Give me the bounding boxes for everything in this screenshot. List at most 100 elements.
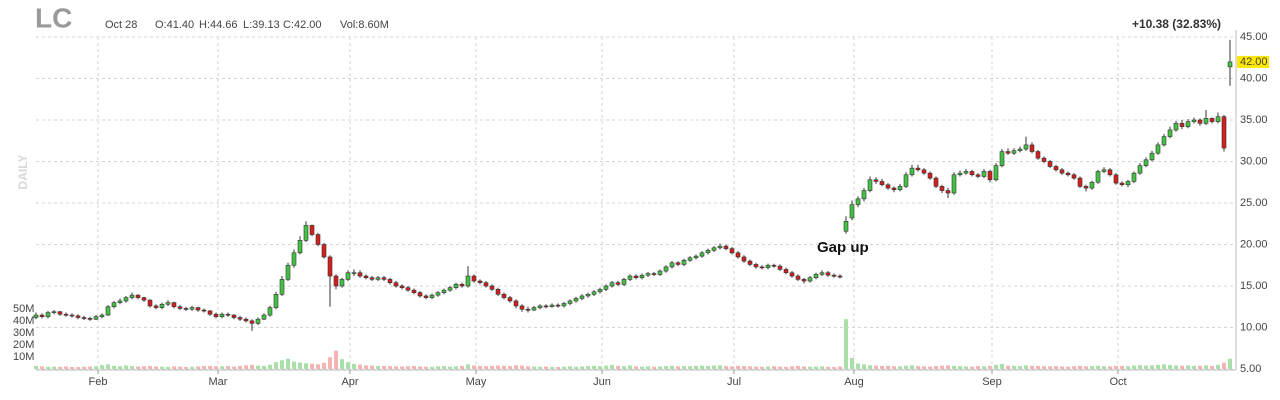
candle-body: [471, 275, 477, 282]
candle-body: [975, 174, 981, 177]
candle-body: [567, 300, 573, 304]
candle-body: [45, 312, 51, 318]
volume-bar: [508, 366, 512, 369]
volume-bar: [940, 365, 944, 369]
candle-body: [297, 240, 303, 254]
candle-body: [765, 264, 771, 269]
volume-bar: [148, 365, 152, 369]
volume-bar: [718, 365, 722, 369]
volume-bar: [646, 366, 650, 369]
candle-body: [867, 179, 873, 191]
volume-bar: [1078, 365, 1082, 369]
volume-bar: [568, 366, 572, 369]
change-label: +10.38 (32.83%): [1132, 17, 1221, 31]
volume-bar: [256, 365, 260, 369]
y-tick-label: 45.00: [1240, 31, 1268, 43]
candle-body: [441, 289, 447, 293]
candle-body: [549, 304, 555, 308]
volume-tick-label: 10M: [13, 351, 34, 363]
candle-body: [981, 171, 987, 177]
candle-body: [153, 305, 159, 308]
volume-bar: [124, 365, 128, 369]
volume-bar: [52, 366, 56, 369]
y-tick-label: 40.00: [1240, 72, 1268, 84]
candle-body: [165, 302, 171, 305]
volume-bar: [928, 366, 932, 369]
candle-body: [1005, 151, 1011, 154]
volume-bar: [424, 366, 428, 369]
candle-body: [147, 299, 153, 307]
volume-bar: [922, 366, 926, 369]
volume-bar: [1030, 365, 1034, 369]
volume-bar: [640, 366, 644, 369]
volume-bar: [1108, 366, 1112, 369]
volume-bar: [604, 365, 608, 369]
candle-body: [285, 264, 291, 280]
volume-bar: [1036, 366, 1040, 369]
volume-bar: [460, 365, 464, 369]
candle-body: [945, 190, 951, 194]
volume-bar: [40, 366, 44, 369]
period-label: DAILY: [16, 155, 30, 190]
candle-body: [825, 272, 831, 276]
candle-body: [339, 279, 345, 287]
candle-body: [1053, 166, 1059, 171]
volume-bar: [1090, 366, 1094, 369]
candle-body: [1161, 136, 1167, 146]
volume-bar: [526, 366, 530, 369]
volume-bar: [490, 365, 494, 369]
volume-bar: [610, 364, 614, 369]
volume-bar: [418, 366, 422, 369]
candle-body: [639, 274, 645, 278]
candle-body: [1185, 121, 1191, 127]
volume-bar: [1150, 365, 1154, 369]
x-tick-label: Aug: [844, 376, 864, 388]
y-tick-label: 35.00: [1240, 114, 1268, 126]
candle-body: [1173, 123, 1179, 131]
candle-body: [735, 252, 741, 258]
volume-bar: [1096, 365, 1100, 369]
candle-body: [813, 274, 819, 279]
volume-bar: [274, 362, 278, 369]
volume-bar: [268, 364, 272, 369]
candle-body: [1155, 144, 1161, 154]
volume-bar: [670, 365, 674, 369]
x-tick-label: Jul: [727, 376, 741, 388]
volume-bar: [1120, 366, 1124, 369]
candle-body: [303, 225, 309, 241]
candle-body: [879, 181, 885, 186]
candle-body: [123, 297, 129, 302]
volume-bar: [1162, 364, 1166, 369]
volume-bar: [700, 365, 704, 369]
candle-body: [363, 275, 369, 279]
candle-body: [207, 310, 213, 315]
candle-body: [357, 272, 363, 277]
volume-bar: [1132, 365, 1136, 369]
candle-body: [195, 307, 201, 311]
candle-body: [807, 277, 813, 282]
volume-bar: [1012, 365, 1016, 369]
candle-body: [411, 289, 417, 293]
last-price-label: 42.00: [1240, 56, 1268, 68]
volume-bar: [202, 366, 206, 369]
header-stat: C:42.00: [283, 19, 322, 31]
volume-bar: [322, 362, 326, 369]
candle-body: [855, 198, 861, 205]
candle-body: [387, 279, 393, 283]
volume-bar: [976, 366, 980, 369]
candle-body: [237, 317, 243, 320]
volume-bar: [1000, 363, 1004, 369]
candle-body: [219, 313, 225, 318]
volume-bar: [316, 364, 320, 369]
volume-bar: [262, 365, 266, 369]
candle-body: [321, 244, 327, 258]
candle-body: [393, 282, 399, 287]
volume-bar: [1168, 365, 1172, 369]
volume-bar: [970, 366, 974, 369]
candle-body: [603, 285, 609, 290]
volume-bar: [1180, 365, 1184, 369]
volume-tick-label: 30M: [13, 327, 34, 339]
